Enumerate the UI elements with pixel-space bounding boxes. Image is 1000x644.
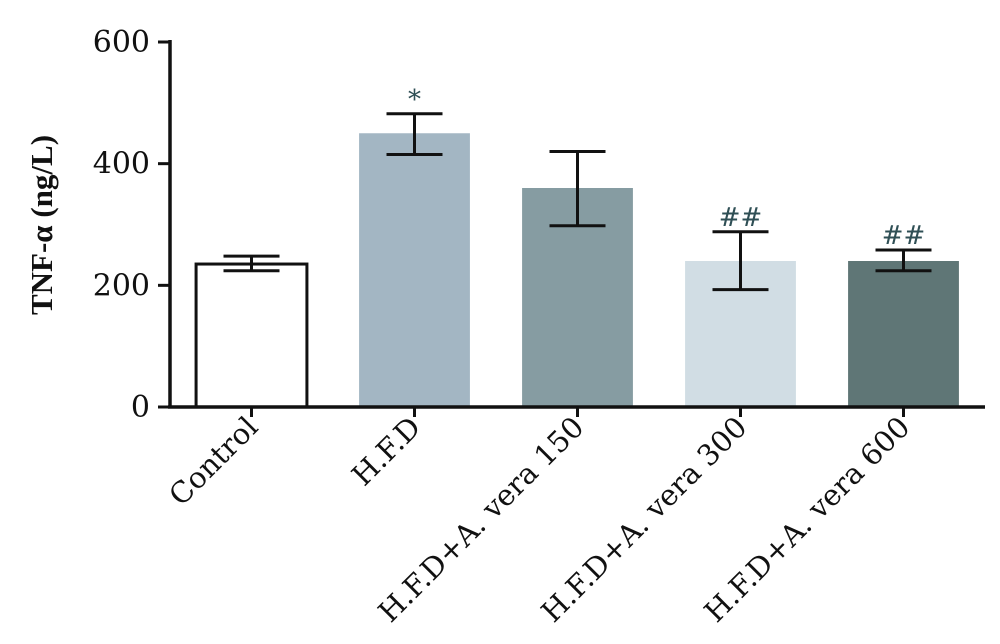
y-tick-label: 200 xyxy=(93,268,150,303)
bar-4 xyxy=(848,261,959,407)
y-tick-label: 600 xyxy=(93,25,150,60)
y-axis-label: TNF-α (ng/L) xyxy=(24,135,59,315)
y-ticks-layer: 0 200 400 600 xyxy=(93,25,170,425)
significance-annotation: ## xyxy=(719,203,763,233)
bar-1 xyxy=(359,133,470,407)
significance-annotation: * xyxy=(408,85,421,115)
significance-annotation: ## xyxy=(882,221,926,251)
x-tick-label: Control xyxy=(162,410,264,512)
bars-layer xyxy=(194,133,959,409)
x-tick-label: H.F.D xyxy=(345,410,427,492)
y-tick-label: 0 xyxy=(131,390,150,425)
y-tick-label: 400 xyxy=(93,147,150,182)
annotations-layer: * ## ## xyxy=(408,85,925,251)
bar-0 xyxy=(194,262,309,409)
error-bars-layer xyxy=(223,112,932,292)
